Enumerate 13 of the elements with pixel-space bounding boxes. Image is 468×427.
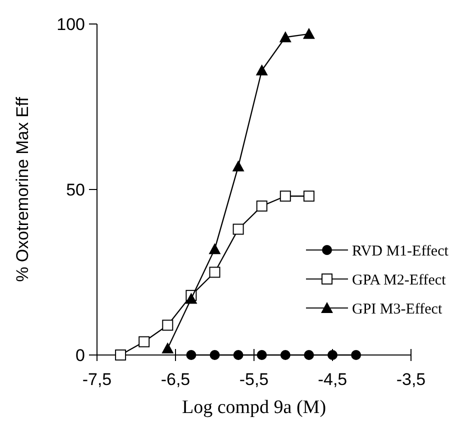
legend-label: GPI M3-Effect [352,301,443,318]
x-tick-label: -3,5 [396,370,426,389]
y-axis-title: % Oxotremorine Max Eff [13,96,32,282]
legend-label: GPA M2-Effect [352,272,447,288]
y-tick-label: 50 [66,180,85,200]
x-axis-title: Log compd 9a (M) [182,397,326,418]
y-tick-label: 0 [76,346,85,365]
x-tick-label: -6,5 [160,370,190,389]
x-tick-label: -4,5 [318,370,348,389]
y-tick-label: 100 [56,14,85,34]
legend-label: RVD M1-Effect [352,243,450,260]
x-tick-label: -5,5 [239,370,269,389]
x-tick-label: -7,5 [82,370,112,389]
